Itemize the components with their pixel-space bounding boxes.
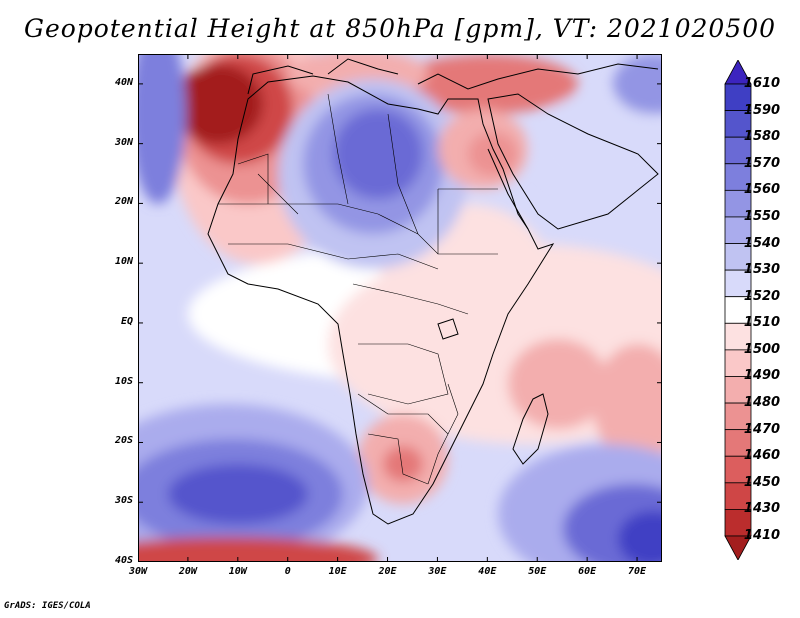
colorbar-cell [724,136,752,165]
colorbar-cell [724,163,752,191]
colorbar-level-label: 1500 [743,341,781,357]
med-east-high [398,54,578,114]
southern-edge-high [138,537,378,562]
colorbar-level-label: 1570 [743,155,781,171]
azores-max [173,64,263,144]
colorbar-cell [724,376,752,404]
country-borders [218,93,498,485]
iran-low [613,54,662,114]
border-namibia-botswana [367,433,429,485]
colorbar-level-label: 1540 [743,235,781,251]
border-sahel [228,243,439,270]
lon-tick-label: 0 [284,566,291,577]
border-egypt-sudan [437,188,498,254]
lat-tick-label: 40N [114,76,133,88]
border-mauritania-mali [237,153,299,215]
mascarene-high [508,339,608,429]
geopotential-map [138,54,662,562]
arabia-low [533,94,662,194]
colorbar-cell [724,216,752,244]
map-frame [138,54,662,562]
colorbar-level-label: 1430 [743,501,781,517]
border-mozambique [427,383,459,485]
europe-coastline [247,58,659,95]
lon-tick-label: 20W [178,566,197,577]
colorbar-cell [724,509,752,537]
lon-tick-label: 10E [328,566,347,577]
egypt-high-core [468,132,518,176]
colorbar-level-label: 1610 [743,76,781,91]
lat-tick-label: 20N [114,196,133,208]
colorbar-level-label: 1410 [743,528,781,543]
border-central [352,283,469,315]
colorbar-level-label: 1530 [743,262,781,278]
colorbar-cell [724,349,752,377]
colorbar-cell [724,402,752,431]
lon-tick-label: 70E [628,566,647,577]
border-algeria-libya [327,93,419,235]
lon-tick-label: 10W [228,566,247,577]
lat-tick-label: 20S [114,435,133,447]
lat-tick-label: EQ [120,315,133,327]
colorbar-cell [724,110,752,138]
lon-tick-label: 30E [428,566,447,577]
madagascar-coastline [512,393,549,465]
colorbar-cell [724,322,752,351]
colorbar-cell [724,455,752,484]
axis-ticks [138,54,662,562]
west-edge-low [138,54,186,204]
africa-coastline [207,75,555,525]
colorbar-level-label: 1550 [743,208,781,224]
colorbar-cells [724,60,752,560]
grads-credit: GrADS: IGES/COLA [4,601,91,611]
lake-victoria [437,318,459,340]
lat-tick-label: 10N [114,256,133,268]
border-angola-zambia [357,393,449,435]
colorbar-min-triangle [724,535,752,560]
colorbar-level-label: 1520 [743,288,781,304]
sahara-low-core [333,109,423,199]
lon-tick-label: 30W [128,566,148,577]
lon-tick-label: 50E [528,566,547,577]
colorbar-level-label: 1460 [743,448,781,464]
lat-tick-label: 40S [114,555,133,566]
coastlines [207,58,659,525]
border-drc [358,343,449,405]
lat-tick-label: 30S [114,495,133,507]
map-title: Geopotential Height at 850hPa [gpm], VT:… [23,14,777,43]
colorbar-cell [724,243,752,271]
colorbar-level-label: 1470 [743,421,781,437]
colorbar-level-label: 1590 [743,102,781,118]
lat-tick-label: 30N [114,136,133,148]
colorbar-level-label: 1580 [743,129,781,145]
botswana-core [383,446,423,482]
lon-tick-label: 20E [378,566,397,577]
border-sahara [218,203,498,255]
colorbar-level-label: 1560 [743,182,781,198]
colorbar-level-label: 1490 [743,368,781,384]
lon-tick-label: 60E [578,566,597,577]
mascarene-east [593,344,662,464]
south-atlantic-low-core [168,464,308,524]
colorbar-cell [724,83,752,111]
lon-tick-label: 40E [478,566,497,577]
sw-indian-low-core [618,511,662,562]
colorbar-cell [724,429,752,457]
colorbar [724,60,752,560]
lat-tick-label: 10S [114,375,133,387]
colorbar-cell [724,269,752,298]
colorbar-level-label: 1510 [743,315,781,331]
red-sea [487,148,529,230]
map-panel [138,54,662,562]
arabia-coastline [487,93,659,230]
colorbar-level-label: 1480 [743,395,781,411]
colorbar-level-label: 1450 [743,474,781,490]
height-field [138,54,662,562]
